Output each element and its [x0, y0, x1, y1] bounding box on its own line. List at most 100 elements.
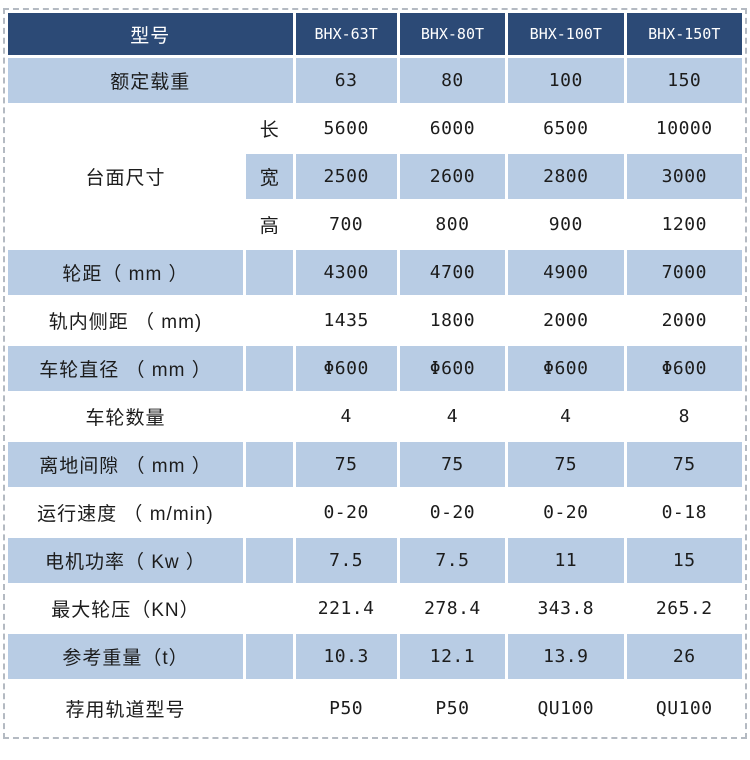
row-label: 轮距（ mm ） — [8, 250, 243, 295]
value-cell: 4 — [399, 394, 506, 439]
row-label: 离地间隙 （ mm ） — [8, 442, 243, 487]
row-label: 最大轮压（KN） — [8, 586, 243, 631]
row-label: 轨内侧距 （ mm) — [8, 298, 243, 343]
table-row-ground-clearance: 离地间隙 （ mm ） 75 75 75 75 — [8, 442, 742, 487]
value-cell: 100 — [508, 58, 624, 103]
value-cell: 4700 — [399, 250, 506, 295]
value-cell: 75 — [626, 442, 742, 487]
table-row-platform-length: 台面尺寸 长 5600 6000 6500 10000 — [8, 106, 742, 247]
row-label: 车轮直径 （ mm ） — [8, 346, 243, 391]
value-cell: 12.1 — [399, 634, 506, 679]
table-row-wheel-count: 车轮数量 4 4 4 8 — [8, 394, 742, 439]
value-cell: Φ600 — [399, 346, 506, 391]
table-row-rail-inner-gauge: 轨内侧距 （ mm) 1435 1800 2000 2000 — [8, 298, 742, 343]
value-cell: 75 — [508, 442, 624, 487]
value-cell: 800 — [399, 202, 506, 247]
value-cell: 80 — [399, 58, 506, 103]
value-cell: 0-20 — [399, 490, 506, 535]
spec-table-frame: 型号 BHX-63T BHX-80T BHX-100T BHX-150T 额定载… — [3, 8, 747, 739]
row-label: 参考重量（t） — [8, 634, 243, 679]
value-cell: 2000 — [626, 298, 742, 343]
value-cell: 1200 — [626, 202, 742, 247]
value-cell: 4300 — [295, 250, 397, 295]
value-cell: 7.5 — [295, 538, 397, 583]
value-cell: 2000 — [508, 298, 624, 343]
model-name-bhx-100t: BHX-100T — [508, 13, 624, 55]
spacer-cell — [245, 682, 293, 734]
spec-table: 型号 BHX-63T BHX-80T BHX-100T BHX-150T 额定载… — [5, 10, 745, 737]
value-cell: 3000 — [626, 154, 742, 199]
value-cell: 5600 — [295, 106, 397, 151]
value-cell: 2500 — [295, 154, 397, 199]
value-cell: 6000 — [399, 106, 506, 151]
value-cell: 7000 — [626, 250, 742, 295]
value-cell: 0-20 — [508, 490, 624, 535]
row-label: 额定载重 — [8, 58, 293, 103]
value-cell: QU100 — [626, 682, 742, 734]
table-row-platform-width: 宽 2500 2600 2800 3000 — [8, 154, 742, 199]
value-cell: P50 — [399, 682, 506, 734]
spacer-cell — [245, 586, 293, 631]
row-label: 荐用轨道型号 — [8, 682, 243, 734]
value-cell: 10.3 — [295, 634, 397, 679]
value-cell: 0-20 — [295, 490, 397, 535]
sub-label-width: 宽 — [245, 154, 293, 199]
table-row-model-header: 型号 BHX-63T BHX-80T BHX-100T BHX-150T — [8, 13, 742, 55]
model-name-bhx-150t: BHX-150T — [626, 13, 742, 55]
value-cell: Φ600 — [626, 346, 742, 391]
value-cell: 900 — [508, 202, 624, 247]
row-label: 电机功率（ Kw ） — [8, 538, 243, 583]
spacer-cell — [245, 490, 293, 535]
value-cell: 2600 — [399, 154, 506, 199]
sub-label-height: 高 — [245, 202, 293, 247]
value-cell: 26 — [626, 634, 742, 679]
value-cell: 75 — [399, 442, 506, 487]
value-cell: 343.8 — [508, 586, 624, 631]
table-row-max-wheel-pressure: 最大轮压（KN） 221.4 278.4 343.8 265.2 — [8, 586, 742, 631]
table-row-rated-load: 额定载重 63 80 100 150 — [8, 58, 742, 103]
value-cell: 1435 — [295, 298, 397, 343]
table-row-platform-height: 高 700 800 900 1200 — [8, 202, 742, 247]
table-row-recommended-rail: 荐用轨道型号 P50 P50 QU100 QU100 — [8, 682, 742, 734]
value-cell: 4 — [508, 394, 624, 439]
value-cell: 63 — [295, 58, 397, 103]
value-cell: 15 — [626, 538, 742, 583]
table-row-motor-power: 电机功率（ Kw ） 7.5 7.5 11 15 — [8, 538, 742, 583]
value-cell: 4 — [295, 394, 397, 439]
value-cell: P50 — [295, 682, 397, 734]
spacer-cell — [245, 250, 293, 295]
value-cell: 13.9 — [508, 634, 624, 679]
spacer-cell — [245, 442, 293, 487]
spacer-cell — [245, 394, 293, 439]
value-cell: 11 — [508, 538, 624, 583]
table-row-reference-weight: 参考重量（t） 10.3 12.1 13.9 26 — [8, 634, 742, 679]
row-label: 车轮数量 — [8, 394, 243, 439]
value-cell: 4900 — [508, 250, 624, 295]
model-name-bhx-63t: BHX-63T — [295, 13, 397, 55]
spacer-cell — [245, 538, 293, 583]
value-cell: 6500 — [508, 106, 624, 151]
model-name-bhx-80t: BHX-80T — [399, 13, 506, 55]
value-cell: 700 — [295, 202, 397, 247]
value-cell: Φ600 — [295, 346, 397, 391]
value-cell: 10000 — [626, 106, 742, 151]
model-header-label: 型号 — [8, 13, 293, 55]
sub-label-length: 长 — [245, 106, 293, 151]
value-cell: 2800 — [508, 154, 624, 199]
value-cell: 8 — [626, 394, 742, 439]
table-row-running-speed: 运行速度 （ m/min) 0-20 0-20 0-20 0-18 — [8, 490, 742, 535]
spacer-cell — [245, 298, 293, 343]
table-row-wheel-diameter: 车轮直径 （ mm ） Φ600 Φ600 Φ600 Φ600 — [8, 346, 742, 391]
value-cell: Φ600 — [508, 346, 624, 391]
spacer-cell — [245, 346, 293, 391]
spacer-cell — [245, 634, 293, 679]
value-cell: QU100 — [508, 682, 624, 734]
value-cell: 278.4 — [399, 586, 506, 631]
value-cell: 221.4 — [295, 586, 397, 631]
value-cell: 7.5 — [399, 538, 506, 583]
row-label: 运行速度 （ m/min) — [8, 490, 243, 535]
value-cell: 75 — [295, 442, 397, 487]
value-cell: 150 — [626, 58, 742, 103]
value-cell: 1800 — [399, 298, 506, 343]
table-row-wheelbase: 轮距（ mm ） 4300 4700 4900 7000 — [8, 250, 742, 295]
